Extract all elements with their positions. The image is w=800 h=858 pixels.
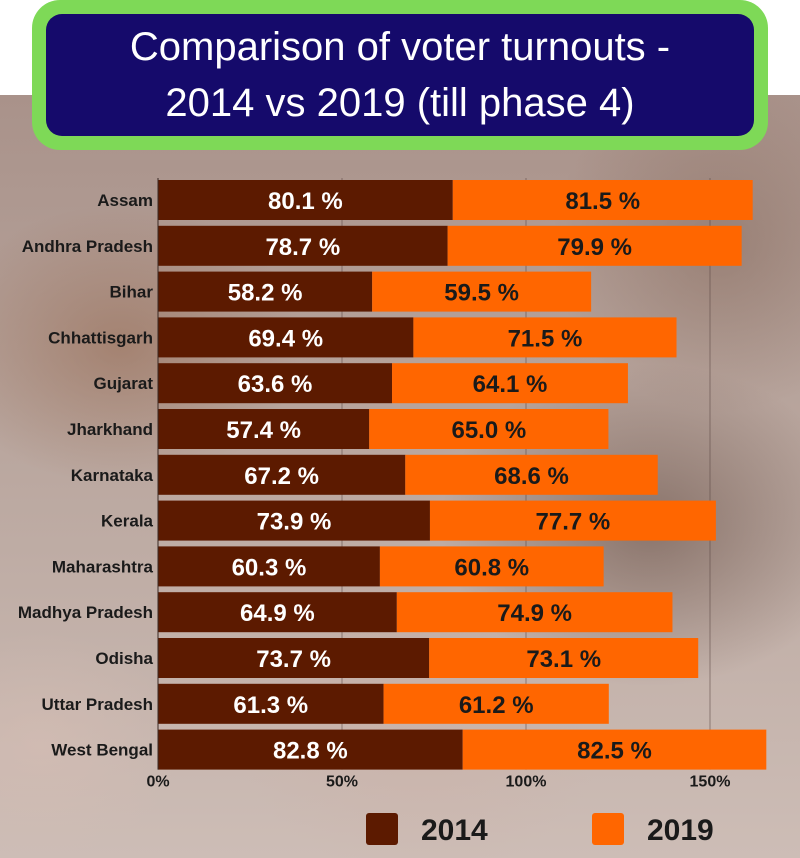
data-label-2019: 73.1 % [526, 646, 601, 673]
category-label: West Bengal [51, 741, 153, 760]
bar-2014 [158, 225, 448, 266]
category-label: Odisha [95, 649, 153, 668]
category-label: Kerala [101, 512, 154, 531]
category-label: Bihar [110, 283, 154, 302]
bar-2019 [369, 409, 609, 449]
legend-swatch-2019 [592, 813, 624, 845]
bar-2014 [158, 409, 370, 449]
data-label-2019: 61.2 % [459, 692, 534, 719]
data-label-2014: 67.2 % [244, 463, 319, 490]
x-tick-label: 0% [146, 774, 169, 791]
bar-2019 [372, 271, 592, 312]
data-label-2014: 64.9 % [240, 600, 315, 627]
data-label-2014: 58.2 % [228, 280, 303, 307]
category-label: Andhra Pradesh [22, 237, 153, 256]
data-label-2019: 74.9 % [497, 600, 572, 627]
data-label-2014: 73.7 % [256, 646, 331, 673]
data-label-2019: 71.5 % [508, 325, 583, 352]
bar-2014 [158, 592, 397, 633]
data-label-2019: 82.5 % [577, 738, 652, 765]
bar-2019 [392, 363, 628, 404]
bar-2014 [158, 683, 384, 724]
data-label-2014: 82.8 % [273, 738, 348, 765]
bar-2019 [383, 683, 609, 724]
data-label-2019: 64.1 % [473, 371, 548, 398]
legend-label-2019: 2019 [647, 814, 714, 847]
category-label: Maharashtra [52, 557, 154, 576]
bar-2019 [429, 500, 716, 541]
bar-2014 [158, 638, 430, 678]
chart-title: Comparison of voter turnouts - 2014 vs 2… [46, 14, 754, 136]
legend-swatch-2014 [366, 813, 398, 845]
bar-2014 [158, 729, 463, 770]
bar-2019 [429, 638, 699, 678]
bar-2019 [452, 180, 753, 220]
data-label-2019: 81.5 % [565, 188, 640, 215]
title-box: Comparison of voter turnouts - 2014 vs 2… [32, 0, 768, 150]
bar-2014 [158, 180, 453, 220]
data-label-2014: 80.1 % [268, 188, 343, 215]
data-label-2014: 57.4 % [226, 417, 301, 444]
data-label-2019: 65.0 % [451, 417, 526, 444]
legend-label-2014: 2014 [421, 814, 488, 847]
data-label-2014: 73.9 % [257, 509, 332, 536]
data-label-2019: 68.6 % [494, 463, 569, 490]
bar-2019 [462, 729, 767, 770]
category-label: Jharkhand [67, 420, 153, 439]
bar-2019 [379, 546, 604, 587]
bar-2014 [158, 363, 393, 404]
bar-2014 [158, 317, 414, 358]
bar-2019 [413, 317, 677, 358]
category-label: Assam [97, 191, 153, 210]
category-label: Chhattisgarh [48, 328, 153, 347]
bar-2019 [405, 454, 658, 495]
title-line-1: Comparison of voter turnouts - [129, 25, 671, 69]
category-label: Gujarat [93, 374, 153, 393]
data-label-2019: 77.7 % [536, 509, 611, 536]
title-line-2: 2014 vs 2019 (till phase 4) [165, 81, 635, 125]
data-label-2014: 61.3 % [233, 692, 308, 719]
category-label: Madhya Pradesh [18, 603, 153, 622]
x-tick-label: 50% [326, 774, 358, 791]
bar-2014 [158, 271, 373, 312]
x-tick-label: 150% [690, 774, 731, 791]
x-tick-label: 100% [506, 774, 547, 791]
data-label-2019: 59.5 % [444, 280, 519, 307]
category-label: Uttar Pradesh [42, 695, 153, 714]
data-label-2019: 79.9 % [557, 234, 632, 261]
bar-2019 [396, 592, 673, 633]
bar-2014 [158, 500, 430, 541]
bar-2014 [158, 546, 380, 587]
data-label-2019: 60.8 % [454, 554, 529, 581]
data-label-2014: 60.3 % [232, 554, 307, 581]
data-label-2014: 69.4 % [248, 325, 323, 352]
data-label-2014: 78.7 % [265, 234, 340, 261]
bar-2019 [447, 225, 742, 266]
bar-2014 [158, 454, 406, 495]
data-label-2014: 63.6 % [238, 371, 313, 398]
category-label: Karnataka [71, 466, 154, 485]
